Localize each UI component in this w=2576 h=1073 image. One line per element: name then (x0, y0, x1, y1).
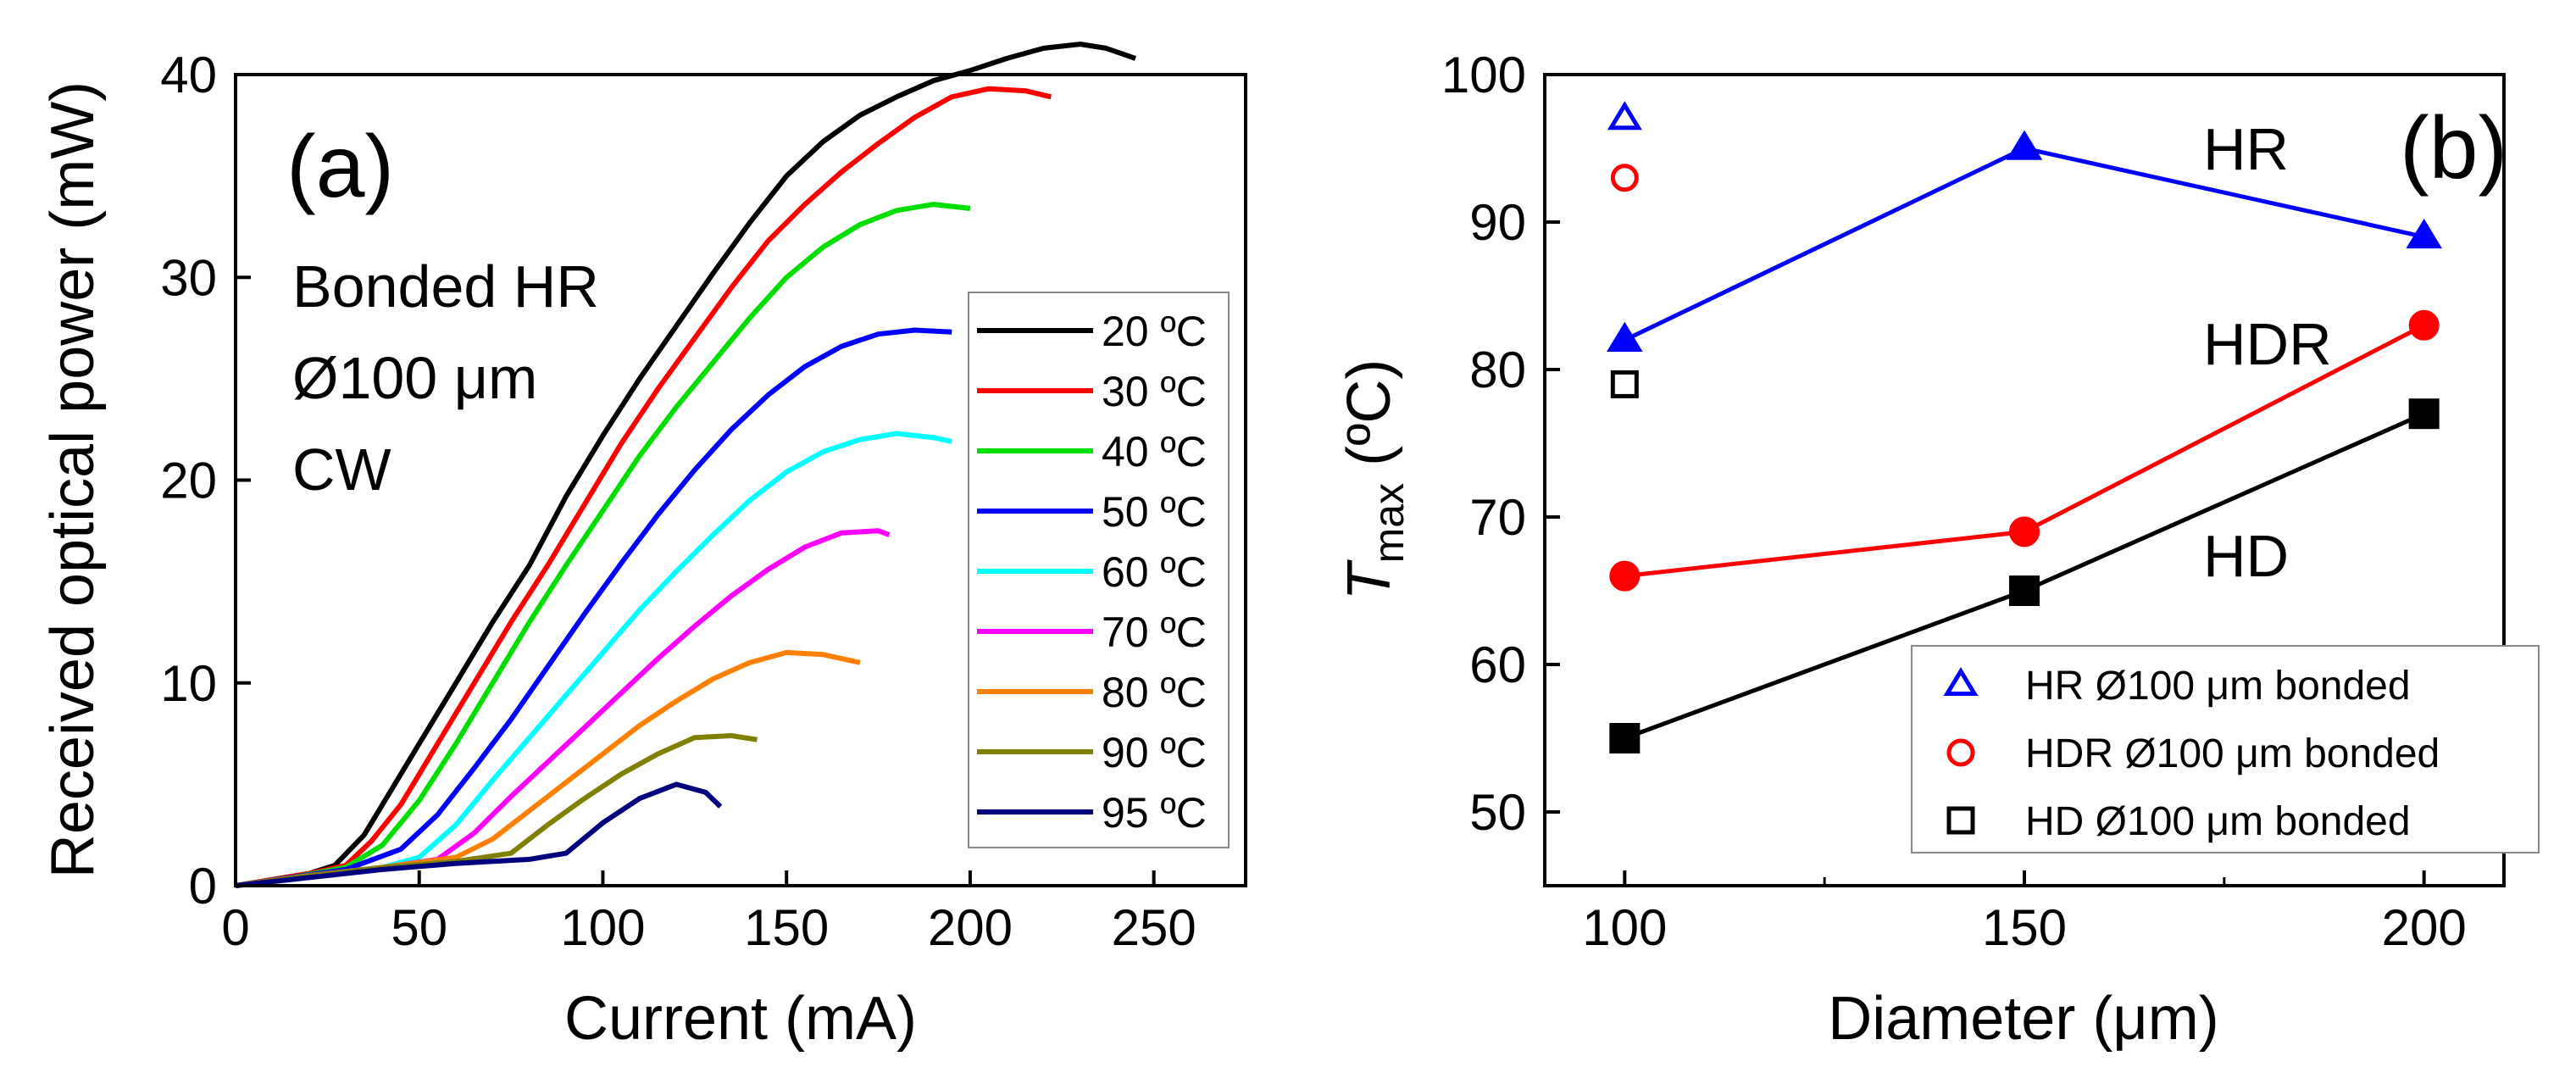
a-panel-label: (a) (286, 118, 394, 216)
b-label-hd: HD (2203, 523, 2289, 589)
a-legend-label: 30 ºC (1102, 368, 1207, 415)
a-series-line-3 (235, 327, 952, 888)
a-y-tick-label: 30 (160, 249, 217, 306)
a-legend: 20 ºC 30 ºC 40 ºC 50 ºC 60 ºC 70 ºC 80 ºC 90 ºC… (968, 292, 1230, 848)
a-legend-label: 95 ºC (1102, 789, 1207, 837)
b-marker-0 (2006, 130, 2043, 160)
a-series-line-1 (235, 86, 1052, 888)
b-y-tick-label: 60 (1469, 637, 1526, 693)
a-x-tick-label: 0 (221, 899, 249, 956)
a-x-tick-label: 200 (928, 899, 1013, 956)
panel-b: 100 150 200 50 60 70 80 90 100 (b) HR HDR HD HR … (1335, 47, 2540, 1053)
a-legend-label: 80 ºC (1102, 669, 1207, 716)
a-y-tick-label: 10 (160, 655, 217, 712)
b-marker-4 (1610, 164, 1639, 192)
a-series-line-6 (235, 649, 861, 888)
b-marker-3 (1607, 101, 1642, 131)
b-y-label-sub: max (1365, 483, 1413, 563)
b-marker-1 (1609, 560, 1641, 592)
b-marker-2 (1609, 723, 1641, 753)
b-label-hr: HR (2203, 116, 2289, 182)
a-y-tick-label: 20 (160, 453, 217, 509)
b-legend-marker (1946, 806, 1975, 835)
b-ticks: 100 150 200 50 60 70 80 90 100 (1441, 47, 2467, 956)
b-y-tick-label: 50 (1469, 784, 1526, 841)
b-legend-label: HDR Ø100 μm bonded (2025, 731, 2440, 776)
b-y-tick-label: 90 (1469, 194, 1526, 251)
b-marker-0 (1607, 321, 1643, 352)
a-series-line-8 (235, 781, 723, 888)
b-y-label-rest: (ºC) (1335, 359, 1403, 483)
a-legend-label: 90 ºC (1102, 729, 1207, 776)
b-label-hdr: HDR (2203, 311, 2332, 377)
b-y-tick-label: 70 (1469, 489, 1526, 546)
a-series-line-4 (235, 431, 952, 888)
a-ticks: 0 50 100 150 200 250 0 10 20 30 40 (160, 47, 1196, 956)
a-x-tick-label: 250 (1112, 899, 1196, 956)
b-marker-5 (1610, 370, 1639, 398)
a-y-tick-label: 40 (160, 47, 217, 103)
a-annotation-3: CW (292, 436, 391, 503)
b-marker-1 (2009, 516, 2040, 548)
b-marker-0 (2406, 218, 2442, 249)
panel-a: 0 50 100 150 200 250 0 10 20 30 40 (a) Bonded HR Ø… (39, 42, 1247, 1053)
b-legend-marker (1943, 667, 1979, 696)
a-series-line-0 (235, 42, 1136, 888)
a-x-tick-label: 100 (560, 899, 645, 956)
b-legend-label: HD Ø100 μm bonded (2025, 799, 2411, 844)
b-legend: HR Ø100 μm bonded HDR Ø100 μm bonded HD Ø1… (1911, 645, 2540, 853)
b-x-tick-label: 100 (1582, 899, 1667, 956)
b-plot-frame (1543, 73, 2506, 887)
a-legend-label: 40 ºC (1102, 428, 1207, 475)
b-y-tick-label: 80 (1469, 342, 1526, 398)
a-legend-label: 60 ºC (1102, 548, 1207, 596)
a-plot-frame (234, 73, 1247, 887)
b-y-label-main: T (1335, 559, 1403, 600)
b-marker-2 (2009, 575, 2040, 606)
b-x-tick-label: 200 (2382, 899, 2467, 956)
b-marker-2 (2408, 398, 2440, 430)
b-marker-1 (2408, 309, 2440, 341)
a-legend-label: 50 ºC (1102, 488, 1207, 536)
a-legend-label: 20 ºC (1102, 308, 1207, 355)
a-series-line-2 (235, 202, 971, 888)
b-legend-label: HR Ø100 μm bonded (2025, 664, 2411, 709)
b-x-axis-label: Diameter (μm) (1828, 985, 2219, 1053)
a-x-axis-label: Current (mA) (564, 985, 917, 1053)
a-annotation-1: Bonded HR (292, 253, 599, 320)
a-legend-label: 70 ºC (1102, 609, 1207, 656)
a-y-axis-label: Received optical power (mW) (39, 81, 107, 878)
a-y-tick-label: 0 (189, 858, 217, 915)
b-y-axis-label: Tmax (ºC) (1335, 359, 1413, 601)
a-series-line-5 (235, 528, 891, 888)
b-legend-box (1911, 645, 2540, 853)
a-x-tick-label: 50 (391, 899, 447, 956)
a-series-lines (235, 42, 1136, 888)
b-legend-marker (1946, 738, 1975, 767)
a-x-tick-label: 150 (744, 899, 829, 956)
a-annotation-2: Ø100 μm (292, 345, 537, 411)
b-y-tick-label: 100 (1441, 47, 1526, 103)
b-x-tick-label: 150 (1982, 899, 2067, 956)
b-panel-label: (b) (2400, 99, 2507, 197)
b-markers (1607, 101, 2442, 753)
